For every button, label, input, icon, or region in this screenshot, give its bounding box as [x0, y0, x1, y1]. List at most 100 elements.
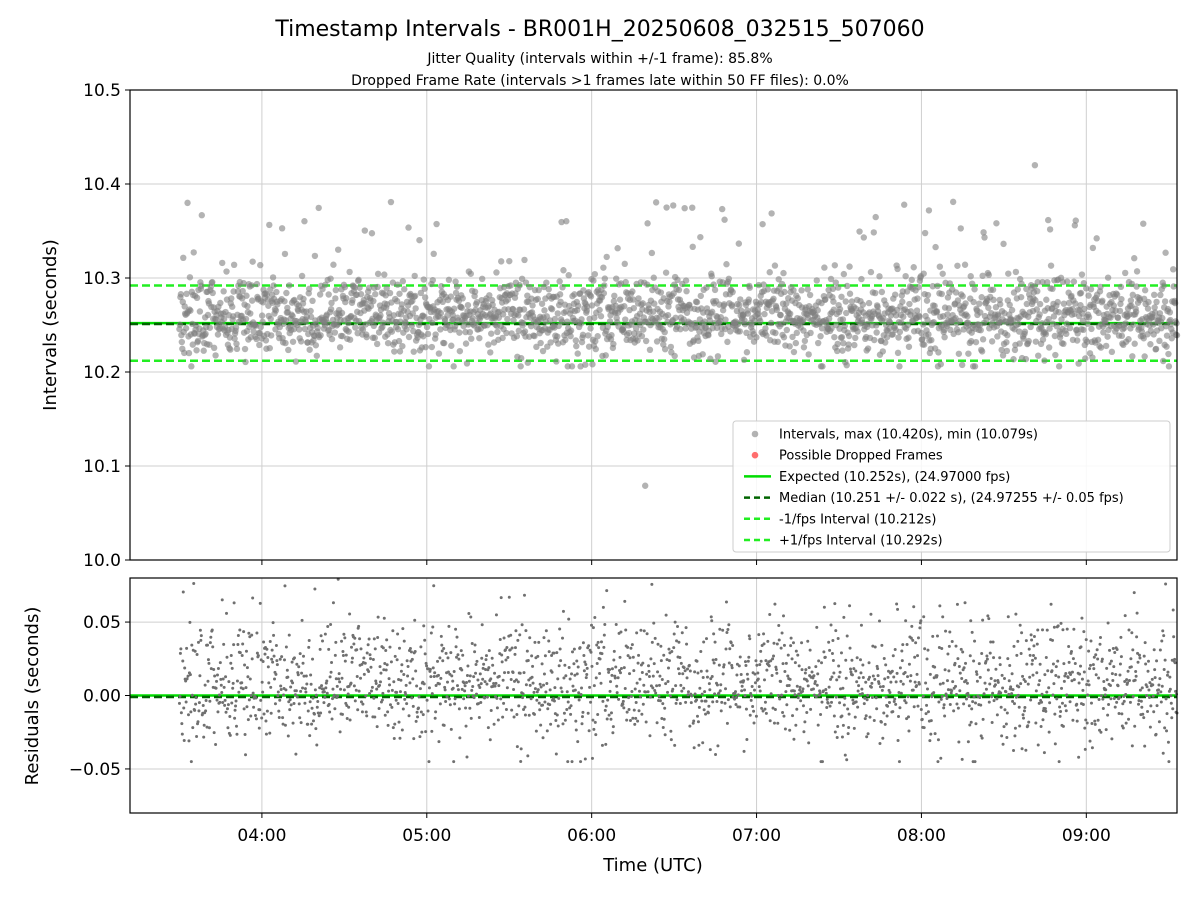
residual-point [1121, 702, 1125, 706]
residual-point [1155, 704, 1159, 708]
interval-point [693, 298, 701, 306]
residual-point [1137, 699, 1141, 703]
interval-point [701, 318, 708, 325]
residual-point [740, 689, 744, 693]
residual-point [614, 623, 618, 627]
interval-point [819, 363, 826, 370]
interval-point [1023, 285, 1030, 293]
residual-point [397, 678, 401, 682]
interval-point [843, 309, 850, 317]
residual-point [832, 671, 836, 675]
residual-point [524, 683, 528, 687]
interval-point [710, 281, 717, 288]
residual-point [578, 646, 582, 650]
residual-point [762, 678, 766, 682]
residual-point [191, 726, 195, 730]
residual-point [789, 644, 793, 648]
residual-point [635, 681, 639, 685]
residual-point [211, 645, 215, 649]
residual-point [237, 690, 241, 694]
residual-point [770, 673, 774, 677]
residual-point [873, 677, 877, 681]
residual-point [724, 647, 728, 651]
residual-point [1048, 701, 1052, 705]
residual-point [400, 728, 404, 732]
interval-point [314, 324, 321, 332]
residual-point [525, 649, 529, 653]
residual-point [1006, 657, 1010, 661]
residual-point [1168, 675, 1172, 679]
residual-point [541, 736, 545, 740]
residual-point [1055, 697, 1059, 701]
residual-point [538, 708, 542, 712]
residual-point [226, 703, 230, 707]
residual-point [283, 723, 287, 727]
residual-point [304, 674, 308, 678]
residual-point [627, 707, 631, 711]
residual-point [943, 714, 947, 718]
residual-point [251, 691, 255, 695]
residual-point [481, 666, 485, 670]
residual-point [226, 726, 230, 730]
residual-point [695, 698, 699, 702]
residual-point [491, 663, 495, 667]
residual-point [967, 695, 971, 699]
residual-point [1056, 659, 1060, 663]
residual-point [815, 683, 819, 687]
residual-point [223, 698, 227, 702]
residual-point [364, 694, 368, 698]
residual-point [245, 666, 249, 670]
residual-point [734, 696, 738, 699]
residual-point [492, 722, 496, 726]
residual-point [467, 679, 471, 683]
residual-point [656, 642, 660, 646]
interval-point [588, 302, 596, 309]
residual-point [958, 671, 962, 675]
interval-point [630, 296, 637, 303]
residual-point [729, 641, 733, 645]
residual-point [1012, 748, 1016, 752]
residual-point [917, 682, 921, 686]
residual-point [410, 657, 414, 661]
interval-point [872, 289, 879, 297]
residual-point [1047, 730, 1051, 734]
residual-point [878, 685, 882, 689]
residual-point [872, 718, 876, 722]
residual-point [342, 632, 346, 636]
residual-point [1152, 648, 1156, 652]
residual-point [515, 745, 519, 749]
residual-point [443, 688, 447, 692]
interval-point [553, 358, 560, 365]
residual-point [608, 689, 612, 693]
residual-point [750, 685, 754, 689]
residual-point [777, 638, 781, 642]
residual-point [197, 701, 201, 705]
interval-point [564, 318, 571, 325]
bottom-y-axis-label: Residuals (seconds) [22, 607, 43, 786]
interval-point [672, 314, 679, 321]
residual-point [334, 640, 338, 644]
interval-point [398, 301, 406, 308]
interval-point [506, 257, 513, 265]
residual-point [411, 704, 415, 708]
residual-point [565, 690, 569, 694]
residual-point [221, 677, 225, 681]
interval-point [471, 288, 479, 295]
interval-point [248, 297, 256, 304]
residual-point [1136, 660, 1140, 664]
residual-point [674, 684, 678, 688]
interval-point [727, 328, 734, 335]
interval-point [402, 320, 409, 327]
residual-point [419, 710, 423, 714]
interval-point [240, 280, 247, 287]
residual-point [314, 693, 318, 697]
residual-point [1142, 716, 1146, 720]
residual-point [444, 700, 448, 704]
residual-point [404, 683, 408, 687]
residual-point [444, 651, 448, 655]
residual-point [1026, 682, 1030, 686]
residual-point [388, 683, 392, 687]
residual-point [1060, 701, 1064, 705]
residual-point [362, 656, 366, 660]
residual-point [1039, 724, 1043, 728]
